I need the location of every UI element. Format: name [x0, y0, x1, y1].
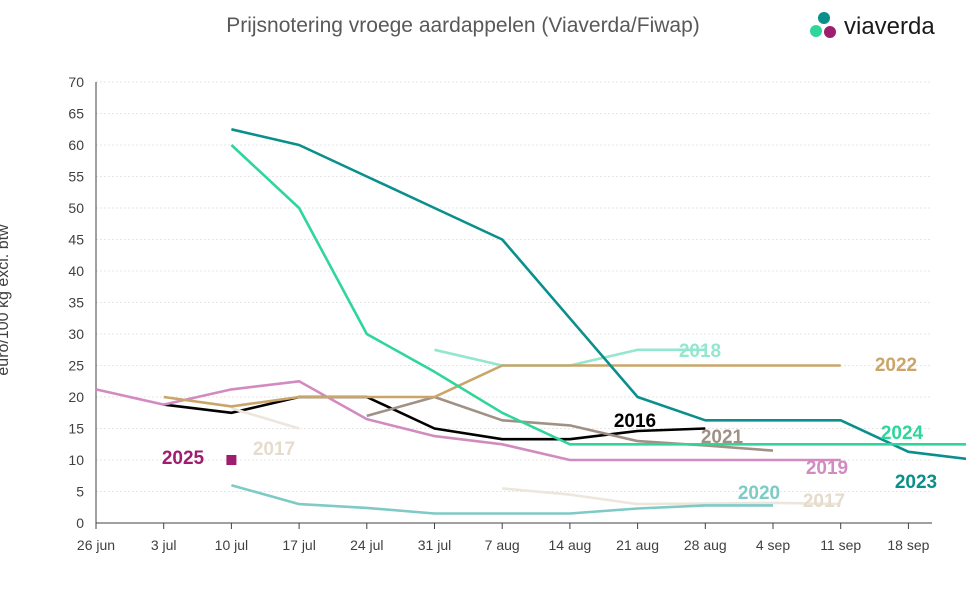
y-tick-label: 30 — [68, 326, 84, 342]
y-tick-label: 15 — [68, 421, 84, 437]
series-label-2017: 2017 — [803, 491, 845, 512]
x-tick-label: 21 aug — [616, 537, 659, 553]
x-tick-label: 3 jul — [151, 537, 177, 553]
x-tick-label: 10 jul — [215, 537, 248, 553]
x-tick-label: 7 aug — [485, 537, 520, 553]
series-line-2018 — [434, 348, 706, 367]
marker-2025 — [226, 455, 237, 465]
x-tick-label: 17 jul — [282, 537, 315, 553]
series-label-2016: 2016 — [614, 411, 656, 432]
series-line-2017 — [502, 487, 841, 506]
x-tick-label: 31 jul — [418, 537, 451, 553]
x-tick-label: 4 sep — [756, 537, 790, 553]
series-label-2017: 2017 — [253, 439, 295, 460]
series-line-2022 — [163, 364, 841, 408]
x-tick-label: 18 sep — [887, 537, 929, 553]
y-tick-label: 0 — [76, 515, 84, 531]
series-label-2019: 2019 — [806, 458, 848, 479]
y-tick-label: 40 — [68, 263, 84, 279]
series-line-2016 — [163, 395, 706, 441]
series-label-2024: 2024 — [881, 423, 924, 444]
marker-label-2025: 2025 — [162, 448, 205, 469]
y-tick-label: 60 — [68, 137, 84, 153]
y-tick-label: 65 — [68, 106, 84, 122]
x-tick-label: 28 aug — [684, 537, 727, 553]
series-line-2017 — [231, 407, 300, 430]
y-tick-label: 25 — [68, 358, 84, 374]
x-tick-label: 14 aug — [548, 537, 591, 553]
y-tick-label: 45 — [68, 232, 84, 248]
y-tick-label: 35 — [68, 295, 84, 311]
series-label-2022: 2022 — [875, 355, 917, 376]
logo-text: viaverda — [844, 13, 935, 40]
y-tick-label: 20 — [68, 389, 84, 405]
series-line-2024 — [230, 144, 966, 446]
series-label-2018: 2018 — [679, 341, 721, 362]
y-tick-label: 55 — [68, 169, 84, 185]
y-tick-label: 50 — [68, 200, 84, 216]
x-tick-label: 24 jul — [350, 537, 383, 553]
x-tick-label: 26 jun — [77, 537, 115, 553]
chart-title: Prijsnotering vroege aardappelen (Viaver… — [226, 14, 700, 37]
y-tick-label: 70 — [68, 74, 84, 90]
y-tick-label: 10 — [68, 452, 84, 468]
viaverda-logo: viaverda — [808, 10, 958, 44]
series-line-2019 — [95, 379, 841, 462]
series-line-2020 — [231, 483, 773, 515]
series-label-2023: 2023 — [895, 472, 937, 493]
x-tick-label: 11 sep — [820, 537, 861, 553]
series-label-2021: 2021 — [701, 427, 744, 448]
series-label-2020: 2020 — [738, 483, 780, 504]
y-tick-label: 5 — [76, 484, 84, 500]
viaverda-logo-icon — [810, 12, 836, 38]
series-line-2023 — [231, 128, 966, 461]
